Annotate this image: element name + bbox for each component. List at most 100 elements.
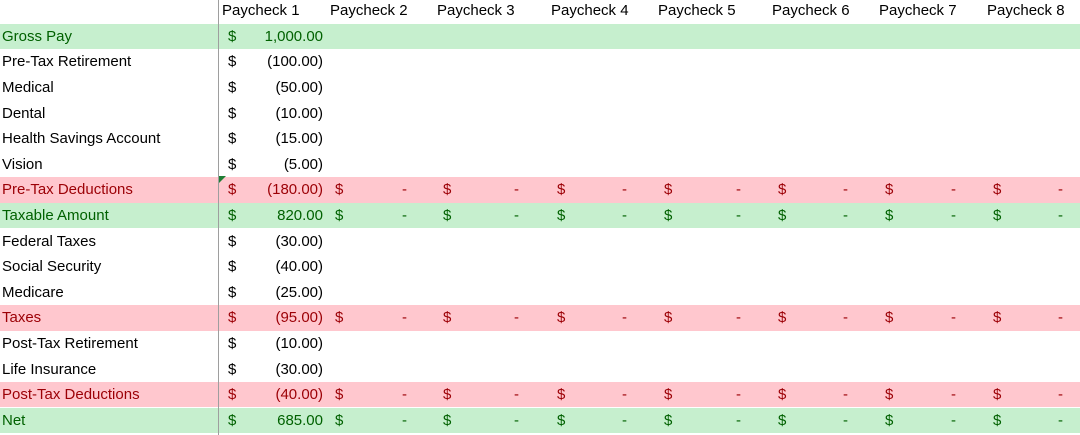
paycheck-5-amount[interactable]: - [736, 206, 741, 224]
row-label[interactable]: Federal Taxes [2, 232, 96, 250]
currency-symbol: $ [228, 181, 237, 199]
paycheck-3-amount[interactable]: - [514, 181, 519, 199]
row-label[interactable]: Social Security [2, 258, 102, 276]
paycheck-8-amount[interactable]: - [1058, 386, 1063, 404]
paycheck-6-amount[interactable]: - [843, 309, 848, 327]
paycheck-3-amount[interactable]: - [514, 386, 519, 404]
row-label[interactable]: Pre-Tax Retirement [2, 53, 132, 71]
row-label[interactable]: Life Insurance [2, 360, 97, 378]
paycheck-8-amount[interactable]: - [1058, 206, 1063, 224]
currency-symbol: $ [993, 411, 1002, 429]
header-paycheck-7[interactable]: Paycheck 7 [879, 2, 957, 19]
paycheck-1-amount[interactable]: (100.00) [267, 53, 323, 71]
row-label[interactable]: Taxes [2, 309, 42, 327]
paycheck-4-amount[interactable]: - [622, 206, 627, 224]
paycheck-1-amount[interactable]: (25.00) [275, 283, 323, 301]
cell-error-indicator-icon [219, 176, 226, 183]
paycheck-1-amount[interactable]: (40.00) [275, 258, 323, 276]
currency-symbol: $ [557, 411, 566, 429]
header-paycheck-8[interactable]: Paycheck 8 [987, 2, 1065, 19]
currency-symbol: $ [443, 411, 452, 429]
paycheck-7-amount[interactable]: - [951, 309, 956, 327]
row-label[interactable]: Post-Tax Deductions [2, 386, 140, 404]
currency-symbol: $ [557, 386, 566, 404]
paycheck-1-amount[interactable]: (50.00) [275, 78, 323, 96]
currency-symbol: $ [664, 411, 673, 429]
table-row: Medicare $ (25.00) [0, 280, 1080, 306]
paycheck-2-amount[interactable]: - [402, 181, 407, 199]
currency-symbol: $ [228, 206, 237, 224]
paycheck-5-amount[interactable]: - [736, 309, 741, 327]
header-paycheck-1[interactable]: Paycheck 1 [222, 2, 300, 19]
paycheck-6-amount[interactable]: - [843, 411, 848, 429]
paycheck-5-amount[interactable]: - [736, 411, 741, 429]
paycheck-2-amount[interactable]: - [402, 206, 407, 224]
currency-symbol: $ [443, 206, 452, 224]
currency-symbol: $ [228, 155, 237, 173]
row-label[interactable]: Vision [2, 155, 43, 173]
header-paycheck-5[interactable]: Paycheck 5 [658, 2, 736, 19]
paycheck-1-amount[interactable]: (10.00) [275, 334, 323, 352]
paycheck-2-amount[interactable]: - [402, 411, 407, 429]
currency-symbol: $ [228, 78, 237, 96]
row-label[interactable]: Pre-Tax Deductions [2, 181, 133, 199]
currency-symbol: $ [778, 206, 787, 224]
table-row: Life Insurance $ (30.00) [0, 356, 1080, 382]
paycheck-1-amount[interactable]: (30.00) [275, 360, 323, 378]
paycheck-1-amount[interactable]: 1,000.00 [264, 27, 323, 45]
paycheck-3-amount[interactable]: - [514, 206, 519, 224]
paycheck-6-amount[interactable]: - [843, 206, 848, 224]
paycheck-7-amount[interactable]: - [951, 206, 956, 224]
paycheck-1-amount[interactable]: (180.00) [267, 181, 323, 199]
row-label[interactable]: Medical [2, 78, 54, 96]
row-label[interactable]: Gross Pay [2, 27, 73, 45]
paycheck-2-amount[interactable]: - [402, 309, 407, 327]
paycheck-1-amount[interactable]: (40.00) [275, 386, 323, 404]
paycheck-8-amount[interactable]: - [1058, 309, 1063, 327]
paycheck-1-amount[interactable]: 820.00 [277, 206, 323, 224]
currency-symbol: $ [885, 181, 894, 199]
paycheck-1-amount[interactable]: 685.00 [277, 411, 323, 429]
paycheck-5-amount[interactable]: - [736, 386, 741, 404]
currency-symbol: $ [993, 206, 1002, 224]
header-paycheck-6[interactable]: Paycheck 6 [772, 2, 850, 19]
row-label[interactable]: Net [2, 411, 26, 429]
paycheck-7-amount[interactable]: - [951, 181, 956, 199]
header-paycheck-2[interactable]: Paycheck 2 [330, 2, 408, 19]
header-paycheck-4[interactable]: Paycheck 4 [551, 2, 629, 19]
row-label[interactable]: Post-Tax Retirement [2, 334, 138, 352]
row-label[interactable]: Taxable Amount [2, 206, 109, 224]
paycheck-4-amount[interactable]: - [622, 309, 627, 327]
paycheck-8-amount[interactable]: - [1058, 411, 1063, 429]
paycheck-3-amount[interactable]: - [514, 309, 519, 327]
header-paycheck-3[interactable]: Paycheck 3 [437, 2, 515, 19]
row-label[interactable]: Medicare [2, 283, 64, 301]
currency-symbol: $ [664, 386, 673, 404]
paycheck-8-amount[interactable]: - [1058, 181, 1063, 199]
paycheck-4-amount[interactable]: - [622, 386, 627, 404]
row-label[interactable]: Dental [2, 104, 46, 122]
table-row: Social Security $ (40.00) [0, 254, 1080, 280]
paycheck-5-amount[interactable]: - [736, 181, 741, 199]
paycheck-7-amount[interactable]: - [951, 411, 956, 429]
row-label[interactable]: Health Savings Account [2, 130, 161, 148]
paycheck-2-amount[interactable]: - [402, 386, 407, 404]
paycheck-1-amount[interactable]: (95.00) [275, 309, 323, 327]
table-row: Vision $ (5.00) [0, 152, 1080, 178]
paycheck-1-amount[interactable]: (15.00) [275, 130, 323, 148]
currency-symbol: $ [993, 309, 1002, 327]
paycheck-3-amount[interactable]: - [514, 411, 519, 429]
paycheck-6-amount[interactable]: - [843, 181, 848, 199]
paycheck-6-amount[interactable]: - [843, 386, 848, 404]
column-divider [218, 0, 219, 435]
currency-symbol: $ [335, 386, 344, 404]
paycheck-4-amount[interactable]: - [622, 411, 627, 429]
paycheck-1-amount[interactable]: (5.00) [283, 155, 323, 173]
paycheck-1-amount[interactable]: (10.00) [275, 104, 323, 122]
paycheck-1-amount[interactable]: (30.00) [275, 232, 323, 250]
currency-symbol: $ [228, 130, 237, 148]
paycheck-7-amount[interactable]: - [951, 386, 956, 404]
paycheck-4-amount[interactable]: - [622, 181, 627, 199]
currency-symbol: $ [557, 181, 566, 199]
